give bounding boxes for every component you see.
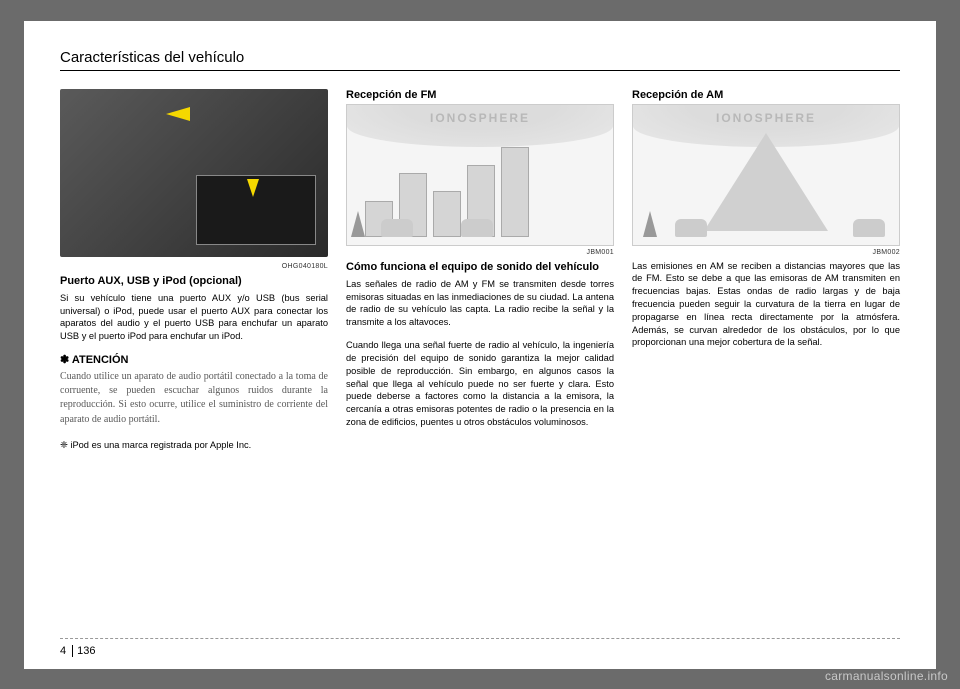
heading-aux-usb: Puerto AUX, USB y iPod (opcional) <box>60 274 328 288</box>
car-icon <box>381 219 413 237</box>
columns-container: OHG040180L Puerto AUX, USB y iPod (opcio… <box>60 89 900 453</box>
ionosphere-label: IONOSPHERE <box>716 111 816 125</box>
diagram-title-fm: Recepción de FM <box>346 89 614 101</box>
car-icon <box>675 219 707 237</box>
car-icon <box>853 219 885 237</box>
arrow-icon <box>166 107 190 121</box>
photo-inset <box>196 175 316 245</box>
paragraph: Si su vehículo tiene una puerto AUX y/o … <box>60 292 328 343</box>
figure-code: JBM001 <box>346 249 614 256</box>
watermark: carmanualsonline.info <box>825 669 948 683</box>
manual-page: Características del vehículo OHG040180L … <box>24 21 936 669</box>
section-title: Características del vehículo <box>60 49 900 66</box>
am-diagram: IONOSPHERE <box>632 104 900 246</box>
column-3: Recepción de AM IONOSPHERE JBM002 Las em… <box>632 89 900 453</box>
fm-diagram: IONOSPHERE <box>346 104 614 246</box>
bottom-rule <box>60 638 900 639</box>
car-icon <box>461 219 493 237</box>
tower-icon <box>351 211 365 237</box>
atencion-paragraph: Cuando utilice un aparato de audio portá… <box>60 370 328 427</box>
footnote-ipod: ❈ iPod es una marca registrada por Apple… <box>60 439 328 452</box>
header-rule <box>60 70 900 71</box>
building-icon <box>501 147 529 237</box>
paragraph: Cuando llega una señal fuerte de radio a… <box>346 339 614 429</box>
aux-usb-photo <box>60 89 328 257</box>
paragraph: Las emisiones en AM se reciben a distanc… <box>632 260 900 350</box>
page-number: 4 136 <box>60 645 95 657</box>
figure-code: OHG040180L <box>60 263 328 270</box>
paragraph: Las señales de radio de AM y FM se trans… <box>346 278 614 329</box>
heading-atencion: ✽ ATENCIÓN <box>60 353 328 366</box>
column-1: OHG040180L Puerto AUX, USB y iPod (opcio… <box>60 89 328 453</box>
tower-icon <box>643 211 657 237</box>
heading-sonido: Cómo funciona el equipo de sonido del ve… <box>346 260 614 274</box>
building-icon <box>433 191 461 237</box>
chapter-number: 4 <box>60 645 73 657</box>
diagram-title-am: Recepción de AM <box>632 89 900 101</box>
ionosphere-label: IONOSPHERE <box>430 111 530 125</box>
mountain-icon <box>704 133 828 231</box>
page-num: 136 <box>77 645 95 657</box>
figure-code: JBM002 <box>632 249 900 256</box>
arrow-down-icon <box>247 179 259 197</box>
column-2: Recepción de FM IONOSPHERE JBM001 Cómo f… <box>346 89 614 453</box>
